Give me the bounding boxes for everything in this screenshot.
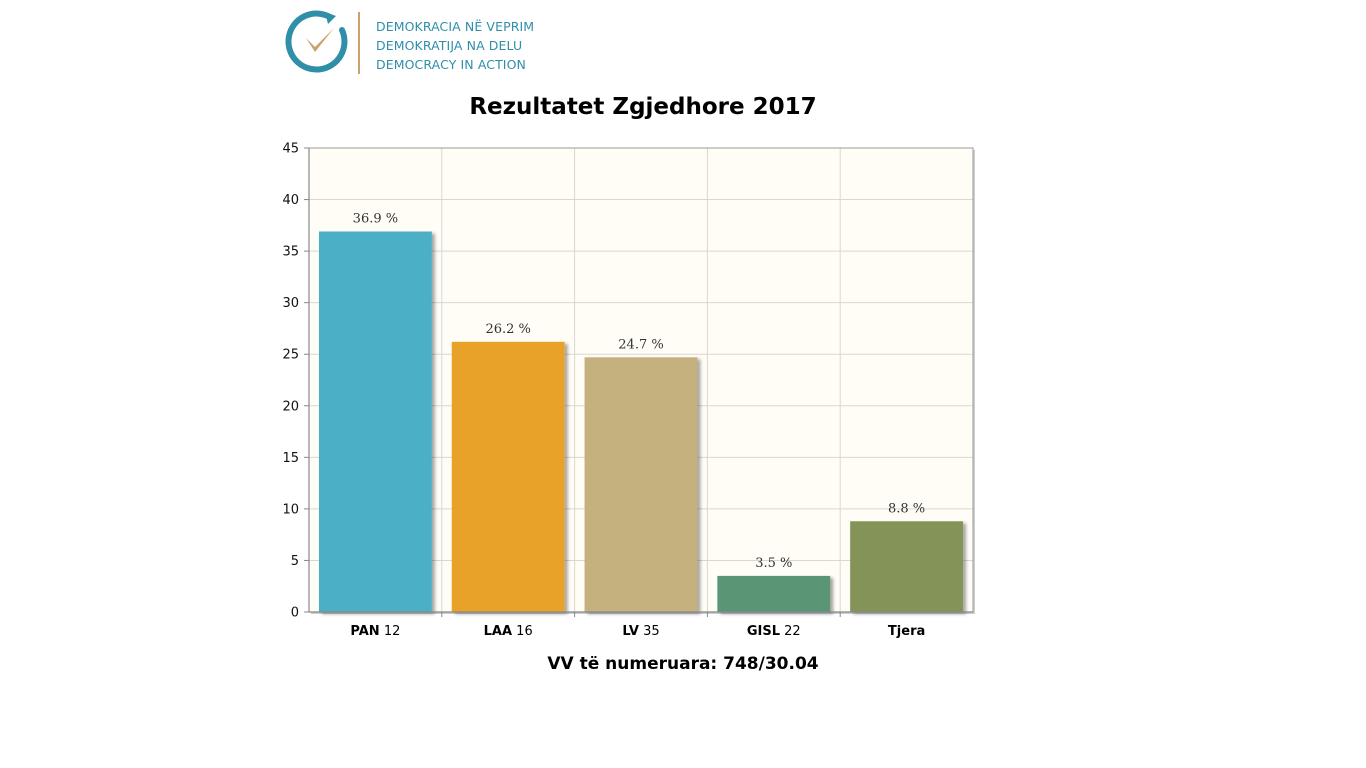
category-name: LV bbox=[622, 624, 639, 639]
x-category-label: PAN 12 bbox=[350, 624, 400, 639]
bar bbox=[451, 341, 565, 612]
y-tick-label: 40 bbox=[282, 193, 299, 208]
logo-divider bbox=[358, 12, 360, 74]
y-tick-label: 10 bbox=[282, 502, 299, 517]
y-tick-label: 25 bbox=[282, 348, 299, 363]
logo-text: DEMOKRACIA NË VEPRIM DEMOKRATIJA NA DELU… bbox=[376, 17, 534, 74]
counted-stations-text: VV të numeruara: 748/30.04 bbox=[547, 654, 819, 674]
x-category-label: LV 35 bbox=[622, 624, 659, 639]
chart-title: Rezultatet Zgjedhore 2017 bbox=[0, 94, 1286, 120]
bar-value-label: 24.7 % bbox=[618, 337, 663, 352]
bar bbox=[584, 357, 698, 612]
logo: DEMOKRACIA NË VEPRIM DEMOKRATIJA NA DELU… bbox=[284, 8, 554, 78]
circular-arrow-checkmark-icon bbox=[285, 10, 348, 73]
category-number: 16 bbox=[512, 624, 533, 639]
category-number: 22 bbox=[780, 624, 801, 639]
bar bbox=[850, 521, 964, 612]
x-category-label: GISL 22 bbox=[747, 624, 801, 639]
logo-line-1: DEMOKRACIA NË VEPRIM bbox=[376, 19, 535, 34]
category-number: 35 bbox=[639, 624, 660, 639]
x-category-label: LAA 16 bbox=[484, 624, 533, 639]
y-tick-label: 20 bbox=[282, 399, 299, 414]
category-name: LAA bbox=[484, 624, 512, 639]
chart-title-text: Rezultatet Zgjedhore 2017 bbox=[469, 94, 817, 120]
category-name: Tjera bbox=[888, 624, 925, 639]
bar-value-label: 36.9 % bbox=[353, 212, 398, 227]
x-category-label: Tjera bbox=[888, 624, 925, 639]
bar bbox=[318, 231, 432, 612]
y-tick-label: 35 bbox=[282, 245, 299, 260]
bar-value-label: 26.2 % bbox=[485, 322, 530, 337]
chart-footer: VV të numeruara: 748/30.04 bbox=[0, 654, 1366, 674]
category-number: 12 bbox=[380, 624, 401, 639]
y-tick-label: 45 bbox=[282, 142, 299, 157]
y-tick-label: 15 bbox=[282, 451, 299, 466]
bar bbox=[717, 575, 831, 612]
logo-line-3: DEMOCRACY IN ACTION bbox=[376, 57, 526, 72]
bar-value-label: 8.8 % bbox=[888, 501, 925, 516]
bar-value-label: 3.5 % bbox=[755, 556, 792, 571]
y-tick-label: 30 bbox=[282, 296, 299, 311]
category-name: GISL bbox=[747, 624, 780, 639]
y-tick-label: 0 bbox=[291, 606, 299, 621]
category-name: PAN bbox=[350, 624, 379, 639]
y-tick-label: 5 bbox=[291, 554, 299, 569]
logo-line-2: DEMOKRATIJA NA DELU bbox=[376, 38, 523, 53]
